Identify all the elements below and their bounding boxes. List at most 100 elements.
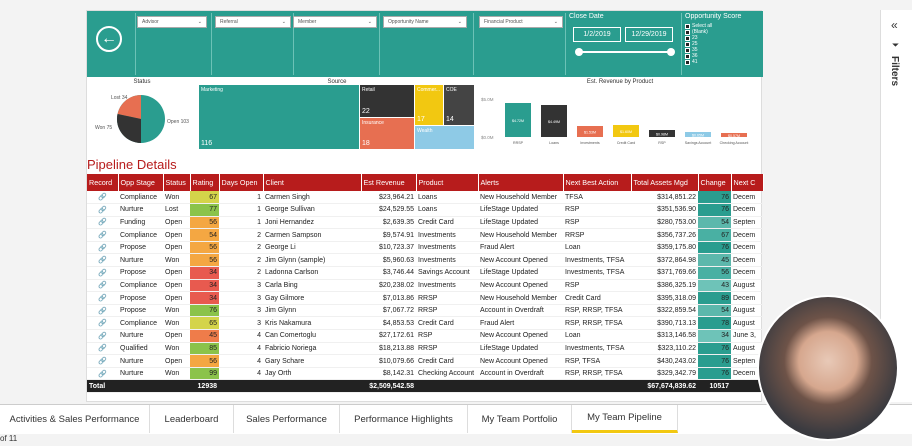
opp-score-option[interactable]: 41 <box>685 59 757 65</box>
link-icon[interactable]: 🔗 <box>98 358 107 366</box>
date-range-slider[interactable] <box>575 48 675 56</box>
table-cell: August <box>731 316 763 331</box>
table-row[interactable]: 🔗 Compliance Won 65 3 Kris Nakamura $4,853.53 C… <box>87 316 763 331</box>
table-cell: Open <box>163 279 190 293</box>
table-cell: $23,964.21 <box>361 191 416 205</box>
revenue-bar[interactable] <box>505 103 531 137</box>
link-icon[interactable]: 🔗 <box>98 332 107 340</box>
link-icon[interactable]: 🔗 <box>98 206 107 214</box>
table-cell: Credit Card <box>416 216 478 230</box>
link-icon[interactable]: 🔗 <box>98 244 107 252</box>
back-arrow-icon[interactable]: ← <box>96 26 122 52</box>
column-header[interactable]: Client <box>263 174 362 191</box>
table-row[interactable]: 🔗 Propose Open 34 3 Gay Gilmore $7,013.86 RRSP N… <box>87 291 763 305</box>
opp-score-option[interactable]: (Blank) <box>685 29 757 35</box>
column-header[interactable]: Next C <box>731 174 764 191</box>
revenue-bar[interactable] <box>649 130 675 137</box>
total-cell: $2,509,542.58 <box>361 379 416 394</box>
table-row[interactable]: 🔗 Compliance Won 67 1 Carmen Singh $23,964.21 L… <box>87 191 763 205</box>
table-row[interactable]: 🔗 Nurture Won 56 2 Jim Glynn (sample) $5,960.6… <box>87 253 763 268</box>
tab-sales-performance[interactable]: Sales Performance <box>234 405 340 433</box>
column-header[interactable]: Opp Stage <box>118 174 164 191</box>
opp-score-option[interactable]: 35 <box>685 47 757 53</box>
tab-activities[interactable]: Activities & Sales Performance <box>0 405 150 433</box>
table-row[interactable]: 🔗 Propose Won 76 3 Jim Glynn $7,067.72 RRSP Acco… <box>87 304 763 318</box>
table-cell: $7,067.72 <box>361 304 416 318</box>
table-row[interactable]: 🔗 Nurture Won 99 4 Jay Orth $8,142.31 Checking … <box>87 367 763 381</box>
link-icon[interactable]: 🔗 <box>98 219 107 227</box>
slicer-referral[interactable]: Referral ⌄ <box>215 16 291 28</box>
checkbox-icon <box>685 47 690 53</box>
treemap-tile-coe[interactable]: COE 14 <box>444 85 474 125</box>
link-icon[interactable]: 🔗 <box>98 295 107 303</box>
table-row[interactable]: 🔗 Propose Open 34 2 Ladonna Carlson $3,746.44 S… <box>87 266 763 280</box>
revenue-bar[interactable] <box>685 132 711 137</box>
table-row[interactable]: 🔗 Nurture Open 45 4 Can Comertoglu $27,172.61 R… <box>87 329 763 343</box>
opp-score-option[interactable]: 23 <box>685 35 757 41</box>
link-icon[interactable]: 🔗 <box>98 307 107 315</box>
table-row[interactable]: 🔗 Propose Open 56 2 George Li $10,723.37 Invest… <box>87 241 763 255</box>
treemap-tile-marketing[interactable]: Marketing 116 <box>199 85 359 149</box>
tab-my-team-pipeline[interactable]: My Team Pipeline <box>572 405 678 433</box>
table-row[interactable]: 🔗 Compliance Open 34 3 Carla Bing $20,238.02 In… <box>87 279 763 293</box>
opp-score-option[interactable]: 36 <box>685 53 757 59</box>
column-header[interactable]: Est Revenue <box>361 174 417 191</box>
column-header[interactable]: Days Open <box>219 174 264 191</box>
revenue-bar[interactable] <box>577 126 603 137</box>
end-date-input[interactable]: 12/29/2019 <box>625 27 673 42</box>
link-icon[interactable]: 🔗 <box>98 269 107 277</box>
table-row[interactable]: 🔗 Qualified Won 85 4 Fabricio Noriega $18,213.… <box>87 342 763 356</box>
link-icon[interactable]: 🔗 <box>98 257 107 265</box>
table-cell: TFSA <box>563 191 631 205</box>
table-row[interactable]: 🔗 Funding Open 56 1 Joni Hernandez $2,639.35 Cr… <box>87 216 763 230</box>
treemap-tile-insurance[interactable]: Insurance 18 <box>360 118 414 149</box>
revenue-bar[interactable] <box>541 105 567 137</box>
table-cell: 67 <box>190 191 219 205</box>
link-icon[interactable]: 🔗 <box>98 282 107 290</box>
table-cell: 65 <box>190 316 219 331</box>
tab-leaderboard[interactable]: Leaderboard <box>150 405 234 433</box>
tab-my-team-portfolio[interactable]: My Team Portfolio <box>468 405 572 433</box>
column-header[interactable]: Change <box>698 174 732 191</box>
table-cell: New Account Opened <box>478 354 563 368</box>
collapse-icon[interactable]: « <box>891 18 898 32</box>
column-header[interactable]: Alerts <box>478 174 564 191</box>
start-date-input[interactable]: 1/2/2019 <box>573 27 621 42</box>
tab-performance-highlights[interactable]: Performance Highlights <box>340 405 468 433</box>
treemap-tile-commercial[interactable]: Commer... 17 <box>415 85 443 125</box>
table-cell: $10,079.66 <box>361 354 416 368</box>
table-cell: Jay Orth <box>263 367 361 381</box>
link-icon[interactable]: 🔗 <box>98 194 107 202</box>
pipeline-table: Record Opp Stage Status Rating Days Open Clie… <box>87 174 764 394</box>
link-icon[interactable]: 🔗 <box>98 370 107 378</box>
treemap-tile-retail[interactable]: Retail 22 <box>360 85 414 117</box>
column-header[interactable]: Status <box>163 174 191 191</box>
table-row[interactable]: 🔗 Nurture Open 56 4 Gary Schare $10,079.66 Cred… <box>87 354 763 368</box>
slider-end-handle[interactable] <box>667 48 675 56</box>
column-header[interactable]: Product <box>416 174 479 191</box>
revenue-bar[interactable] <box>721 133 747 137</box>
slicer-member[interactable]: Member ⌄ <box>293 16 377 28</box>
pie-slice-lost[interactable] <box>117 94 142 119</box>
slicer-advisor[interactable]: Advisor ⌄ <box>137 16 207 28</box>
table-cell: $372,864.98 <box>631 253 698 268</box>
link-icon[interactable]: 🔗 <box>98 320 107 328</box>
column-header[interactable]: Record <box>87 174 119 191</box>
table-row[interactable]: 🔗 Compliance Open 54 2 Carmen Sampson $9,574.9… <box>87 228 763 242</box>
link-icon[interactable]: 🔗 <box>98 345 107 353</box>
slider-start-handle[interactable] <box>575 48 583 56</box>
column-header[interactable]: Next Best Action <box>563 174 632 191</box>
table-cell: 4 <box>219 367 263 381</box>
link-icon[interactable]: 🔗 <box>98 232 107 240</box>
table-cell: $24,529.55 <box>361 203 416 217</box>
opp-score-option[interactable]: 25 <box>685 41 757 47</box>
table-row[interactable]: 🔗 Nurture Lost 77 1 George Sullivan $24,529.55… <box>87 203 763 217</box>
column-header[interactable]: Rating <box>190 174 220 191</box>
pie-slice-won[interactable] <box>116 114 141 144</box>
revenue-bar[interactable] <box>613 125 639 137</box>
slicer-financial-product[interactable]: Financial Product ⌄ <box>479 16 563 28</box>
slicer-opportunity-name[interactable]: Opportunity Name ⌄ <box>383 16 467 28</box>
opp-score-option[interactable]: Select all <box>685 23 757 29</box>
column-header[interactable]: Total Assets Mgd <box>631 174 699 191</box>
treemap-tile-wealth[interactable]: Wealth <box>415 126 474 149</box>
